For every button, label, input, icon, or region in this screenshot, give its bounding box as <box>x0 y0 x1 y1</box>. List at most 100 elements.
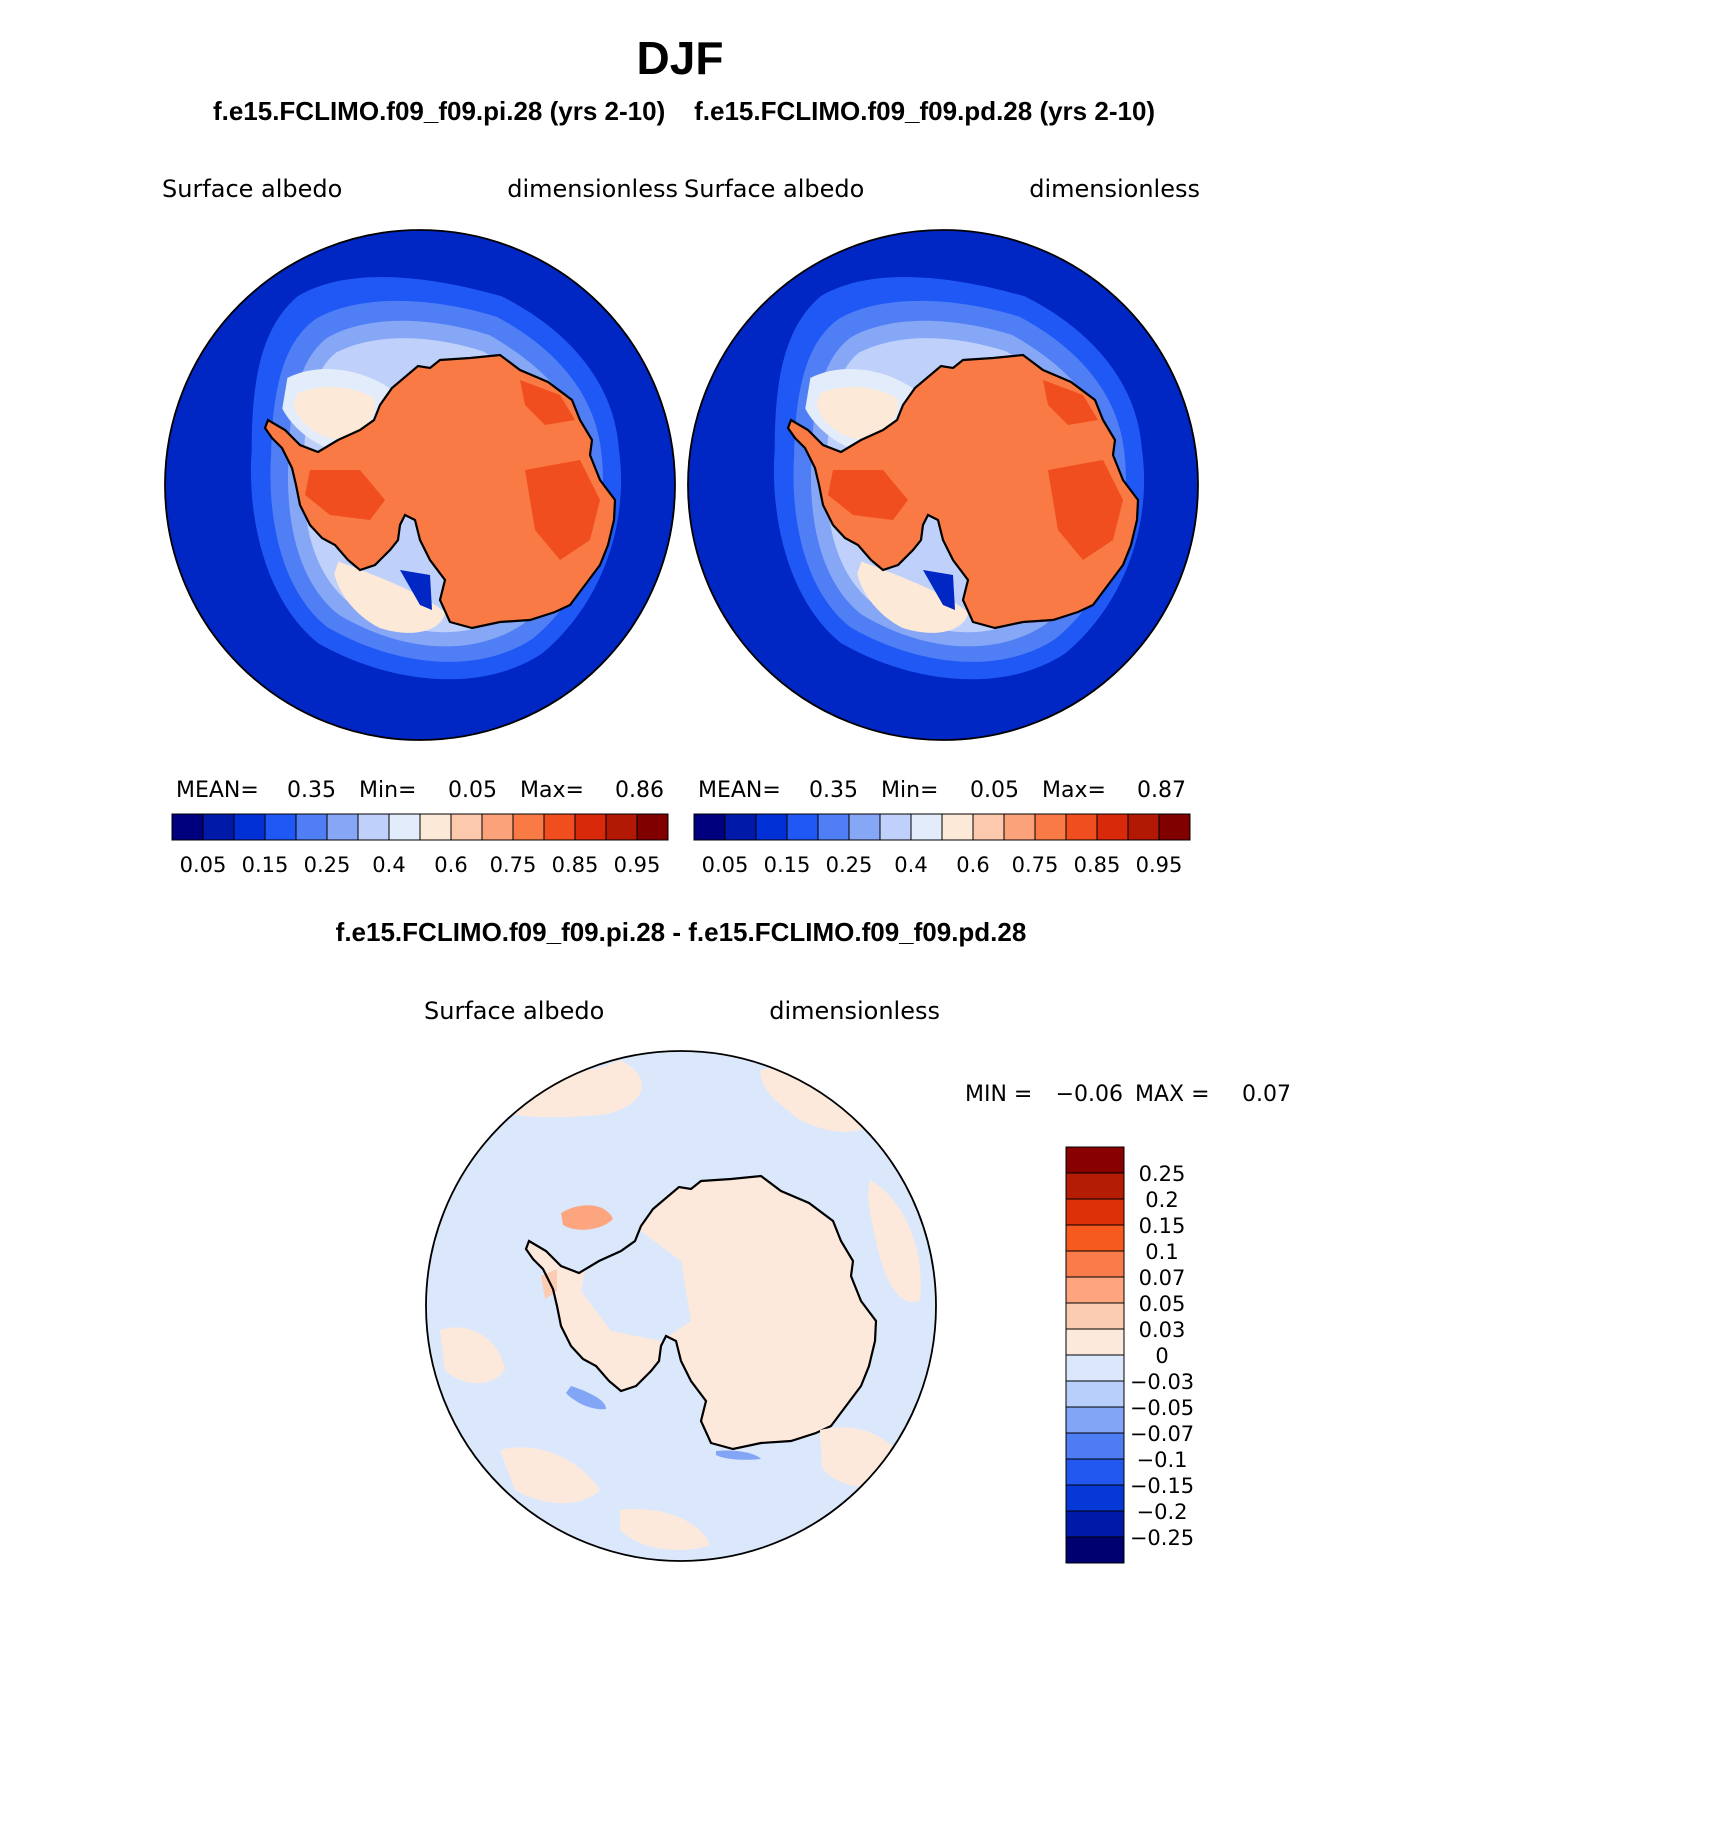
map1-max-value: 0.86 <box>615 778 664 803</box>
map2-colorbar-box <box>786 813 819 841</box>
map3-colorbar-tick: −0.05 <box>1130 1396 1194 1420</box>
map1-polar-plot <box>164 229 676 741</box>
map1-colorbar-box <box>636 813 669 841</box>
map2-frame <box>687 229 1199 741</box>
map1-colorbar-box <box>574 813 607 841</box>
map3-min-value: −0.06 <box>1056 1082 1123 1107</box>
map3-west-ant-patch <box>591 1161 661 1196</box>
map3-ocean-patch-7 <box>620 1509 710 1550</box>
map3-colorbar-tick: 0.2 <box>1145 1188 1178 1212</box>
map3-colorbar: 0.250.20.150.10.070.050.030−0.03−0.05−0.… <box>1065 1146 1194 1564</box>
map2-ice-high-north <box>1043 380 1098 425</box>
diff-header: f.e15.FCLIMO.f09_f09.pi.28 - f.e15.FCLIM… <box>336 917 1027 947</box>
map2-ice-high-east <box>1048 460 1123 560</box>
map2-colorbar-box <box>1003 813 1036 841</box>
map1-ross-ice <box>400 570 432 610</box>
map2-colorbar-box <box>817 813 850 841</box>
map3-min-label: MIN = <box>965 1082 1032 1107</box>
map2-min-label: Min= <box>881 778 938 803</box>
map3-colorbar-box <box>1065 1380 1125 1408</box>
map3-colorbar-box <box>1065 1172 1125 1200</box>
map2-colorbar-tick: 0.4 <box>894 853 927 877</box>
map2-colorbar-box <box>910 813 943 841</box>
map2-colorbar-box <box>1065 813 1098 841</box>
map1-colorbar-tick: 0.95 <box>614 853 661 877</box>
map1-colorbar-tick: 0.75 <box>490 853 537 877</box>
map1-colorbar-box <box>419 813 452 841</box>
map1-colorbar-box <box>326 813 359 841</box>
map2-colorbar-box <box>941 813 974 841</box>
map3-colorbar-tick: 0.15 <box>1139 1214 1186 1238</box>
map1-max-label: Max= <box>520 778 584 803</box>
map1-stats: MEAN= 0.35 Min= 0.05 Max= 0.86 <box>176 778 664 803</box>
map2-colorbar-box <box>1158 813 1191 841</box>
map2-field-group <box>773 276 1145 680</box>
map1-mean-label: MEAN= <box>176 778 259 803</box>
map2-variable-label: Surface albedo <box>684 175 864 203</box>
map2-colorbar-tick: 0.15 <box>764 853 811 877</box>
map2-colorbar-tick: 0.25 <box>826 853 873 877</box>
map2-max-value: 0.87 <box>1137 778 1186 803</box>
map1-colorbar-box <box>605 813 638 841</box>
map2-colorbar-box <box>755 813 788 841</box>
map3-colorbar-tick: −0.03 <box>1130 1370 1194 1394</box>
map3-colorbar-tick: 0.05 <box>1139 1292 1186 1316</box>
map3-ocean-patch-5 <box>500 1447 600 1504</box>
map1-mean-value: 0.35 <box>287 778 336 803</box>
map3-max-label: MAX = <box>1135 1082 1210 1107</box>
map3-variable-label: Surface albedo <box>424 997 604 1025</box>
map2-colorbar-tick: 0.75 <box>1012 853 1059 877</box>
map3-ross-negative <box>566 1386 606 1410</box>
map2-mean-label: MEAN= <box>698 778 781 803</box>
map3-colorbar-box <box>1065 1224 1125 1252</box>
map1-colorbar-box <box>171 813 204 841</box>
map3-colorbar-box <box>1065 1146 1125 1174</box>
map3-colorbar-box <box>1065 1510 1125 1538</box>
map1-colorbar-box <box>264 813 297 841</box>
map3-max-value: 0.07 <box>1242 1082 1291 1107</box>
map1-variable-label: Surface albedo <box>162 175 342 203</box>
map1-colorbar-box <box>233 813 266 841</box>
map3-colorbar-box <box>1065 1302 1125 1330</box>
map1-colorbar-tick: 0.25 <box>304 853 351 877</box>
map3-colorbar-box <box>1065 1406 1125 1434</box>
map3-colorbar-box <box>1065 1536 1125 1564</box>
map1-colorbar-tick: 0.4 <box>372 853 405 877</box>
map3-colorbar-box <box>1065 1484 1125 1512</box>
page-title: DJF <box>637 32 724 84</box>
map3-stats: MIN = −0.06 MAX = 0.07 <box>965 1082 1291 1107</box>
map3-colorbar-box <box>1065 1250 1125 1278</box>
map1-colorbar-box <box>295 813 328 841</box>
map3-colorbar-tick: 0 <box>1155 1344 1168 1368</box>
map3-units-label: dimensionless <box>769 997 940 1025</box>
map3-colorbar-tick: −0.1 <box>1137 1448 1188 1472</box>
map3-peninsula-max <box>561 1205 613 1230</box>
map1-ice-high <box>305 470 385 520</box>
map1-colorbar: 0.05 0.15 0.25 0.4 0.6 0.75 0.85 0.95 <box>171 813 669 877</box>
map2-colorbar-tick: 0.85 <box>1074 853 1121 877</box>
map1-colorbar-box <box>357 813 390 841</box>
map2-colorbar-box <box>1127 813 1160 841</box>
map1-ice-high-north <box>520 380 575 425</box>
map1-min-label: Min= <box>359 778 416 803</box>
map2-colorbar-tick: 0.95 <box>1136 853 1183 877</box>
map1-colorbar-tick: 0.05 <box>180 853 227 877</box>
map2-ice-high <box>828 470 908 520</box>
map3-colorbar-box <box>1065 1354 1125 1382</box>
map1-colorbar-tick: 0.85 <box>552 853 599 877</box>
map3-colorbar-tick: −0.07 <box>1130 1422 1194 1446</box>
map1-min-value: 0.05 <box>448 778 497 803</box>
map2-max-label: Max= <box>1042 778 1106 803</box>
map3-ocean-patch-1 <box>480 1060 642 1118</box>
map3-west-ant-region <box>581 1231 691 1341</box>
map1-colorbar-tick: 0.15 <box>242 853 289 877</box>
map1-units-label: dimensionless <box>507 175 678 203</box>
map3-colorbar-tick: 0.07 <box>1139 1266 1186 1290</box>
map3-polar-plot <box>425 1050 937 1562</box>
map3-colorbar-box <box>1065 1276 1125 1304</box>
map2-colorbar-box <box>693 813 726 841</box>
map1-colorbar-box <box>512 813 545 841</box>
map2-colorbar-box <box>972 813 1005 841</box>
map3-colorbar-box <box>1065 1198 1125 1226</box>
